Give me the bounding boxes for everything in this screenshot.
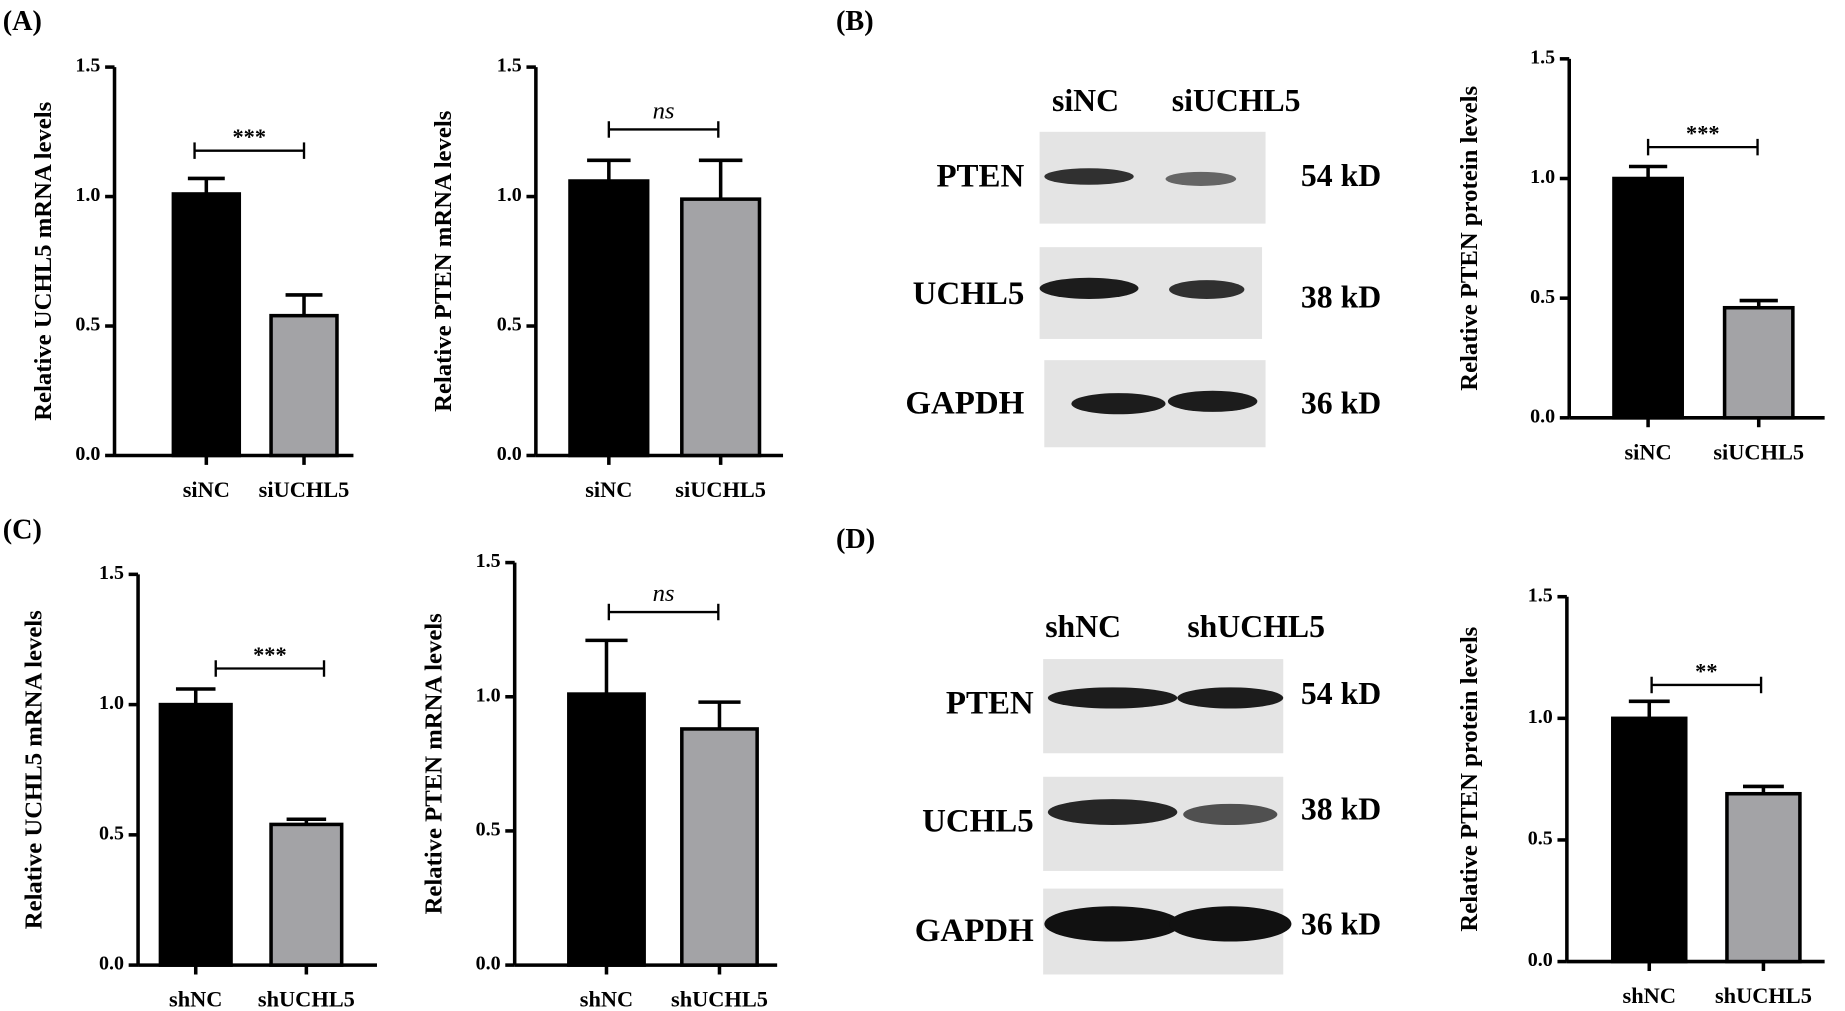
x-tick-label: siUCHL5 — [1713, 439, 1804, 464]
blot-band — [1169, 280, 1245, 299]
y-tick-label: 1.5 — [1530, 46, 1555, 68]
protein-label: UCHL5 — [913, 276, 1025, 312]
protein-label: GAPDH — [905, 386, 1024, 422]
lane-label: shUCHL5 — [1187, 609, 1325, 644]
protein-label: UCHL5 — [922, 803, 1034, 839]
y-tick-label: 0.0 — [476, 953, 501, 975]
x-tick-label: siUCHL5 — [259, 477, 350, 502]
size-label: 36 kD — [1301, 907, 1381, 942]
y-tick-label: 1.0 — [75, 184, 100, 206]
panel-label: (A) — [3, 6, 42, 37]
y-tick-label: 1.5 — [99, 562, 124, 584]
bar — [171, 192, 242, 458]
y-axis-label: Relative PTEN mRNA levels — [430, 110, 457, 412]
blot-band — [1165, 171, 1237, 186]
significance-label: *** — [233, 124, 267, 149]
y-tick-label: 0.5 — [497, 314, 522, 336]
lane-label: siUCHL5 — [1172, 83, 1301, 118]
y-tick-label: 0.0 — [99, 953, 124, 975]
y-tick-label: 1.5 — [1528, 584, 1553, 606]
y-tick-label: 0.0 — [75, 443, 100, 465]
y-tick-label: 1.0 — [1528, 706, 1553, 728]
bar — [567, 692, 646, 967]
bar — [568, 179, 650, 458]
y-tick-label: 0.5 — [1530, 286, 1555, 308]
size-label: 38 kD — [1301, 279, 1381, 314]
blot-band — [1047, 687, 1178, 709]
blot-band — [1167, 390, 1258, 412]
blot-band — [1177, 687, 1284, 709]
x-tick-label: shNC — [580, 987, 633, 1011]
blot-band — [1071, 393, 1166, 415]
blot-band — [1039, 277, 1139, 299]
bar — [158, 702, 233, 967]
x-tick-label: shUCHL5 — [258, 987, 355, 1011]
bar — [1611, 716, 1688, 964]
significance-label: *** — [253, 642, 287, 667]
x-tick-label: shNC — [169, 987, 222, 1011]
significance-label: ns — [653, 98, 675, 125]
y-tick-label: 1.0 — [1530, 166, 1555, 188]
y-tick-label: 1.0 — [497, 184, 522, 206]
protein-label: PTEN — [936, 158, 1024, 194]
y-axis-label: Relative UCHL5 mRNA levels — [30, 101, 57, 420]
y-axis-label: Relative UCHL5 mRNA levels — [20, 610, 47, 929]
x-tick-label: siNC — [183, 477, 230, 502]
panel-label: (B) — [836, 6, 874, 37]
y-tick-label: 0.5 — [99, 822, 124, 844]
significance-label: ** — [1695, 658, 1717, 683]
significance-label: ns — [653, 580, 675, 607]
blot-band — [1183, 803, 1278, 826]
y-tick-label: 0.0 — [1530, 405, 1555, 427]
blot-band — [1047, 799, 1178, 826]
bar — [1722, 305, 1795, 420]
x-tick-label: shUCHL5 — [671, 987, 768, 1011]
bar — [680, 197, 762, 458]
bar — [680, 727, 759, 967]
panel-label: (C) — [3, 514, 42, 545]
blot-band — [1044, 168, 1134, 185]
x-tick-label: shUCHL5 — [1715, 983, 1812, 1008]
y-axis-label: Relative PTEN mRNA levels — [421, 613, 448, 915]
bar — [269, 822, 344, 967]
y-tick-label: 0.0 — [497, 443, 522, 465]
bar — [1725, 791, 1802, 964]
bar — [269, 313, 339, 458]
y-axis-label: Relative PTEN protein levels — [1456, 626, 1483, 931]
y-axis-label: Relative PTEN protein levels — [1456, 86, 1483, 391]
x-tick-label: siNC — [585, 477, 632, 502]
panel-label: (D) — [836, 524, 875, 555]
size-label: 54 kD — [1301, 676, 1381, 711]
size-label: 36 kD — [1301, 385, 1381, 420]
y-tick-label: 1.0 — [99, 692, 124, 714]
y-tick-label: 1.5 — [476, 550, 501, 572]
lane-label: siNC — [1052, 83, 1119, 118]
blot-band — [1044, 906, 1181, 942]
x-tick-label: siUCHL5 — [675, 477, 766, 502]
x-tick-label: shNC — [1623, 983, 1676, 1008]
protein-label: PTEN — [946, 686, 1034, 722]
y-tick-label: 1.5 — [497, 55, 522, 77]
blot-band — [1169, 906, 1292, 942]
size-label: 38 kD — [1301, 791, 1381, 826]
y-tick-label: 0.0 — [1528, 949, 1553, 971]
significance-label: *** — [1686, 120, 1720, 145]
y-tick-label: 1.0 — [476, 684, 501, 706]
bar — [1612, 176, 1684, 420]
protein-label: GAPDH — [915, 913, 1034, 949]
size-label: 54 kD — [1301, 158, 1381, 193]
y-tick-label: 0.5 — [476, 819, 501, 841]
y-tick-label: 0.5 — [75, 314, 100, 336]
y-tick-label: 1.5 — [75, 55, 100, 77]
x-tick-label: siNC — [1624, 439, 1671, 464]
lane-label: shNC — [1045, 609, 1121, 644]
y-tick-label: 0.5 — [1528, 828, 1553, 850]
